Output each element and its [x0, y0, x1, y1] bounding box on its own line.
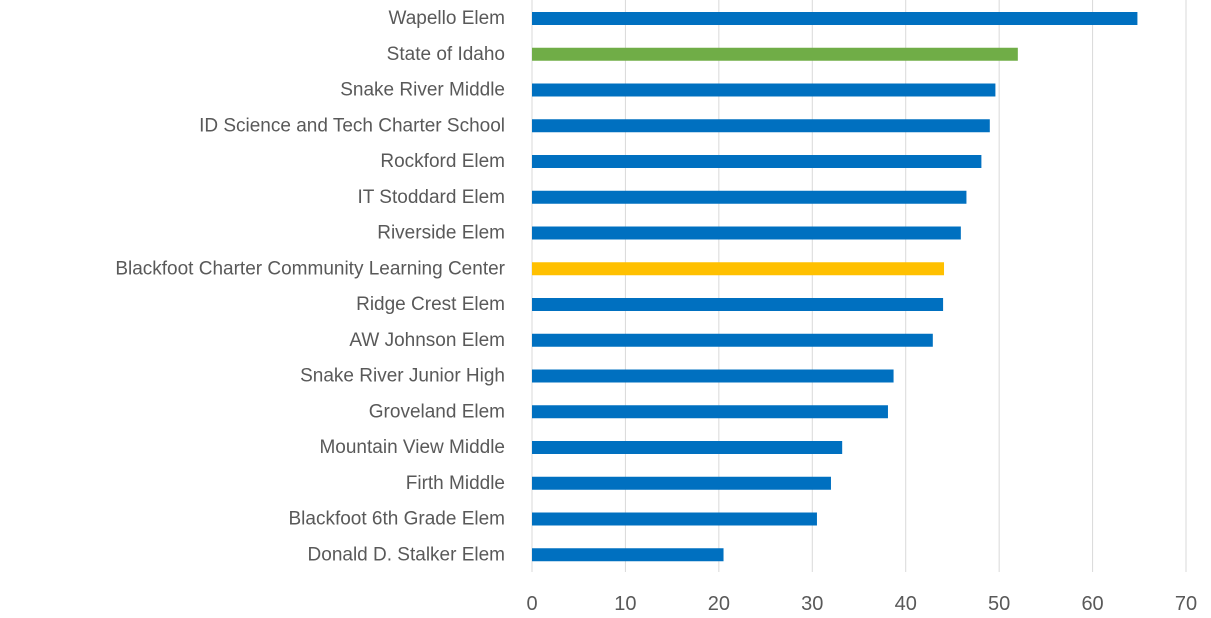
category-label: Snake River Junior High [300, 366, 505, 387]
category-label: Firth Middle [406, 473, 505, 494]
bar [532, 369, 894, 383]
bar [532, 476, 831, 490]
bar [532, 441, 843, 454]
x-tick-label: 10 [614, 593, 636, 615]
x-axis-ticks: 0 10 20 30 40 50 60 70 [526, 593, 1197, 615]
x-tick-label: 20 [708, 593, 730, 615]
x-tick-label: 40 [895, 593, 917, 615]
category-label: Groveland Elem [369, 401, 505, 422]
category-label: ID Science and Tech Charter School [199, 115, 505, 136]
x-tick-label: 30 [801, 593, 823, 615]
category-label: Donald D. Stalker Elem [308, 544, 505, 565]
category-label: Rockford Elem [380, 151, 505, 172]
x-tick-label: 0 [526, 593, 537, 615]
category-label: Mountain View Middle [319, 437, 505, 458]
x-tick-label: 50 [988, 593, 1010, 615]
category-label: IT Stoddard Elem [357, 187, 505, 208]
bar [532, 405, 888, 419]
bar [532, 12, 1138, 25]
category-label: Snake River Middle [340, 80, 505, 101]
bar [532, 548, 724, 562]
category-label: Blackfoot 6th Grade Elem [289, 509, 506, 530]
bar [532, 119, 990, 133]
bar [532, 83, 996, 97]
bars [532, 12, 1138, 562]
category-label: Ridge Crest Elem [356, 294, 505, 315]
category-label: AW Johnson Elem [349, 330, 505, 351]
bar [532, 262, 945, 276]
x-tick-label: 60 [1081, 593, 1103, 615]
bar [532, 190, 967, 204]
category-labels: Wapello Elem State of Idaho Snake River Mi… [115, 8, 505, 565]
bar [532, 155, 982, 168]
bar [532, 298, 944, 311]
bar [532, 226, 961, 240]
x-tick-label: 70 [1175, 593, 1197, 615]
category-label: State of Idaho [387, 44, 505, 65]
category-label: Wapello Elem [388, 8, 505, 29]
bar [532, 47, 1018, 61]
category-label: Blackfoot Charter Community Learning Cen… [115, 258, 505, 279]
category-label: Riverside Elem [377, 223, 505, 244]
bar [532, 512, 817, 526]
bar [532, 333, 933, 347]
